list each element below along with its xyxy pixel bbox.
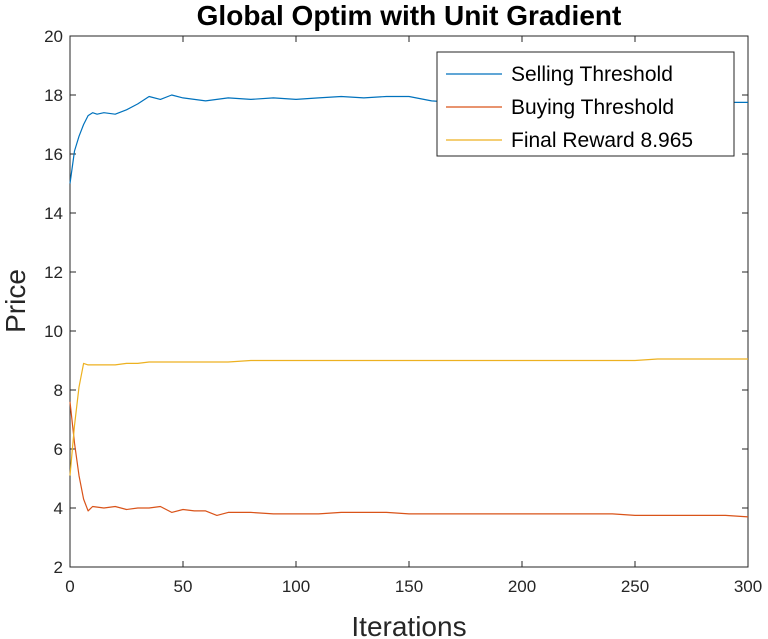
y-tick-label: 16 [44, 145, 63, 164]
legend-label-3: Final Reward 8.965 [511, 129, 693, 152]
x-tick-label: 150 [395, 577, 423, 596]
x-tick-label: 0 [65, 577, 74, 596]
legend-label-2: Buying Threshold [511, 96, 674, 119]
y-tick-label: 20 [44, 27, 63, 46]
y-tick-label: 10 [44, 322, 63, 341]
legend: Selling Threshold Buying Threshold Final R… [436, 51, 735, 157]
y-tick-label: 8 [54, 381, 63, 400]
x-axis: 0 50 100 150 200 250 300 [65, 36, 762, 596]
legend-box [436, 51, 735, 157]
x-tick-label: 50 [174, 577, 193, 596]
y-tick-label: 6 [54, 440, 63, 459]
x-tick-label: 250 [621, 577, 649, 596]
chart-title: Global Optim with Unit Gradient [197, 0, 622, 31]
y-tick-label: 2 [54, 558, 63, 577]
y-tick-label: 18 [44, 86, 63, 105]
y-axis-label: Price [0, 269, 31, 333]
series-line-3 [69, 358, 748, 476]
y-tick-label: 12 [44, 263, 63, 282]
x-tick-label: 100 [282, 577, 310, 596]
y-tick-label: 14 [44, 204, 63, 223]
series-line-2 [69, 401, 749, 518]
y-tick-label: 4 [54, 499, 63, 518]
x-tick-label: 300 [734, 577, 762, 596]
y-axis: 2 4 6 8 10 12 14 16 18 20 [44, 27, 748, 577]
legend-label-1: Selling Threshold [511, 63, 673, 86]
x-axis-label: Iterations [351, 611, 466, 639]
x-tick-label: 200 [508, 577, 536, 596]
